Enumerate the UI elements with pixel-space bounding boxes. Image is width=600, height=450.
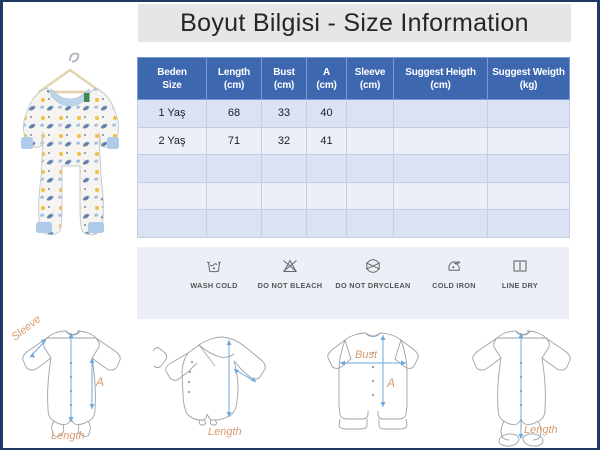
svg-text:A: A	[386, 376, 395, 390]
svg-text:Length: Length	[51, 430, 85, 442]
svg-text:Sleeve: Sleeve	[9, 313, 43, 343]
svg-text:Length: Length	[524, 424, 558, 436]
svg-text:A: A	[95, 375, 104, 389]
svg-text:Length: Length	[208, 426, 242, 438]
svg-text:Bust: Bust	[355, 349, 378, 361]
